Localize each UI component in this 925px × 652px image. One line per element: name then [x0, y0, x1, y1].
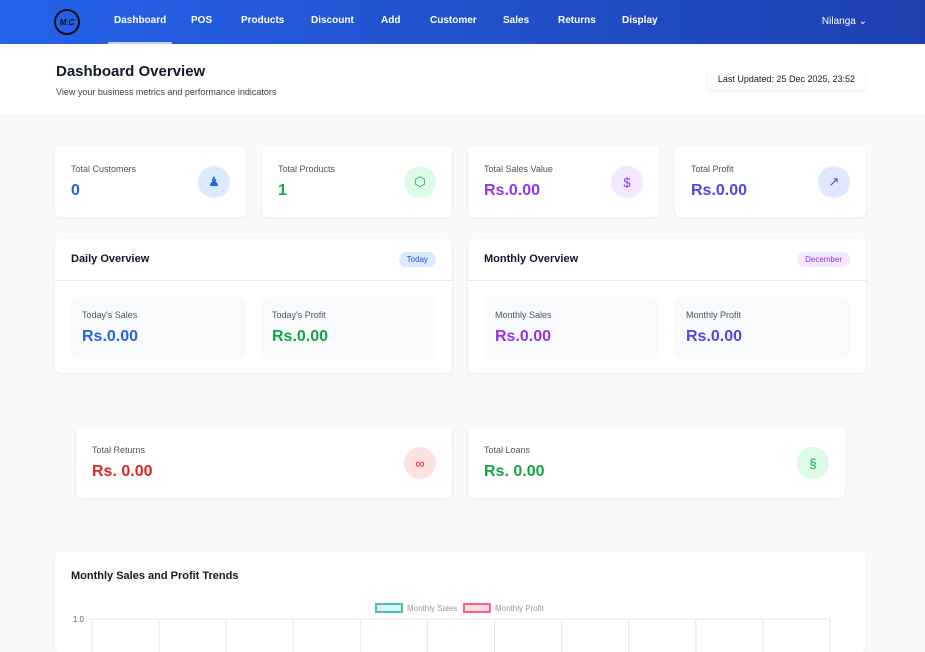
stat-value: Rs. 0.00	[92, 463, 153, 480]
label: Monthly Sales	[495, 310, 552, 320]
monthly-sales: Monthly Sales Rs.0.00	[484, 297, 659, 359]
page-title: Dashboard Overview	[56, 63, 206, 80]
stat-label: Total Profit	[691, 164, 734, 174]
stat-total-profit: Total Profit Rs.0.00 ↗	[675, 146, 866, 217]
label: Today's Sales	[82, 310, 138, 320]
stat-value: Rs.0.00	[691, 182, 748, 199]
value: Rs.0.00	[686, 328, 743, 345]
nav-sales[interactable]: Sales	[503, 15, 530, 26]
chart-title: Monthly Sales and Profit Trends	[71, 570, 239, 582]
stat-value: Rs. 0.00	[484, 463, 545, 480]
trending-up-icon: ↗	[818, 166, 850, 198]
value: Rs.0.00	[272, 328, 329, 345]
value: Rs.0.00	[495, 328, 552, 345]
stat-label: Total Customers	[71, 164, 137, 174]
nav-pos[interactable]: POS	[191, 15, 213, 26]
stat-label: Total Sales Value	[484, 164, 553, 174]
label: Today's Profit	[272, 310, 326, 320]
stat-label: Total Loans	[484, 445, 531, 455]
divider	[55, 280, 452, 281]
loan-icon: §	[797, 447, 829, 479]
daily-title: Daily Overview	[71, 253, 150, 265]
nav-dashboard[interactable]: Dashboard	[107, 0, 173, 44]
nav-products[interactable]: Products	[241, 15, 285, 26]
monthly-title: Monthly Overview	[484, 253, 579, 265]
monthly-badge: December	[797, 252, 850, 267]
stat-label: Total Products	[278, 164, 336, 174]
stat-total-products: Total Products 1 ⬡	[262, 146, 452, 217]
dollar-icon: $	[611, 166, 643, 198]
stat-value: 0	[71, 182, 80, 199]
total-returns: Total Returns Rs. 0.00 ∞	[76, 427, 452, 498]
stat-value: 1	[278, 182, 287, 199]
stat-total-customers: Total Customers 0 ♟	[55, 146, 246, 217]
nav-customer[interactable]: Customer	[430, 15, 477, 26]
legend-label: Monthly Profit	[495, 604, 545, 613]
legend-label: Monthly Sales	[407, 604, 457, 613]
user-name: Nilanga	[821, 16, 856, 27]
users-icon: ♟	[198, 166, 230, 198]
daily-overview: Daily Overview Today Today's Sales Rs.0.…	[55, 239, 452, 373]
divider	[468, 280, 866, 281]
todays-profit: Today's Profit Rs.0.00	[261, 297, 436, 359]
legend-swatch	[375, 603, 403, 613]
returns-icon: ∞	[404, 447, 436, 479]
nav-returns[interactable]: Returns	[558, 15, 596, 26]
monthly-profit: Monthly Profit Rs.0.00	[675, 297, 850, 359]
box-icon: ⬡	[404, 166, 436, 198]
nav-add[interactable]: Add	[381, 15, 401, 26]
stat-label: Total Returns	[92, 445, 146, 455]
todays-sales: Today's Sales Rs.0.00	[71, 297, 246, 359]
last-updated: Last Updated: 25 Dec 2025, 23:52	[707, 68, 865, 90]
nav-discount[interactable]: Discount	[311, 15, 354, 26]
top-nav: M.C Dashboard POS Products Discount Add …	[0, 0, 925, 44]
trends-chart: Monthly Sales Monthly Profit 1.0	[73, 603, 831, 652]
y-tick-label: 1.0	[73, 615, 85, 624]
total-loans: Total Loans Rs. 0.00 §	[468, 427, 845, 498]
trends-chart-card: Monthly Sales and Profit Trends Monthly …	[55, 552, 866, 652]
daily-badge: Today	[398, 252, 436, 267]
page-subtitle: View your business metrics and performan…	[56, 87, 277, 97]
label: Monthly Profit	[686, 310, 742, 320]
value: Rs.0.00	[82, 328, 139, 345]
user-menu[interactable]: Nilanga ⌄	[822, 0, 867, 44]
chevron-down-icon: ⌄	[858, 16, 867, 27]
logo[interactable]: M.C	[54, 9, 80, 35]
stat-total-sales: Total Sales Value Rs.0.00 $	[468, 146, 659, 217]
nav-display[interactable]: Display	[622, 15, 658, 26]
stat-value: Rs.0.00	[484, 182, 541, 199]
monthly-overview: Monthly Overview December Monthly Sales …	[468, 239, 866, 373]
page-header: Dashboard Overview View your business me…	[0, 44, 925, 114]
legend-swatch	[463, 603, 491, 613]
